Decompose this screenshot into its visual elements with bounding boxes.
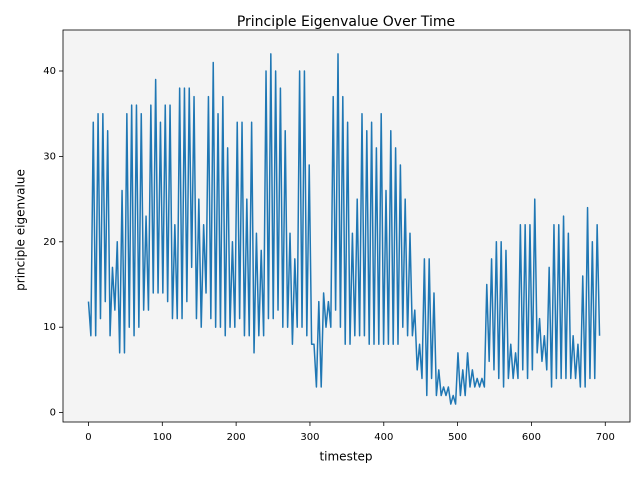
y-axis-label: principle eigenvalue — [14, 169, 28, 291]
y-tick-label: 30 — [43, 151, 56, 162]
chart-title: Principle Eigenvalue Over Time — [237, 14, 455, 30]
y-tick-label: 10 — [43, 322, 56, 333]
y-tick-label: 0 — [50, 408, 56, 419]
x-tick-label: 700 — [596, 432, 615, 443]
x-tick-label: 100 — [153, 432, 172, 443]
y-tick-label: 40 — [43, 66, 56, 77]
x-tick-label: 500 — [448, 432, 467, 443]
x-tick-label: 300 — [300, 432, 319, 443]
x-tick-label: 200 — [227, 432, 246, 443]
x-tick-label: 400 — [374, 432, 393, 443]
x-tick-label: 0 — [85, 432, 91, 443]
x-tick-label: 600 — [522, 432, 541, 443]
line-series — [87, 53, 601, 405]
x-axis-label: timestep — [319, 450, 372, 464]
y-tick-label: 20 — [43, 237, 56, 248]
